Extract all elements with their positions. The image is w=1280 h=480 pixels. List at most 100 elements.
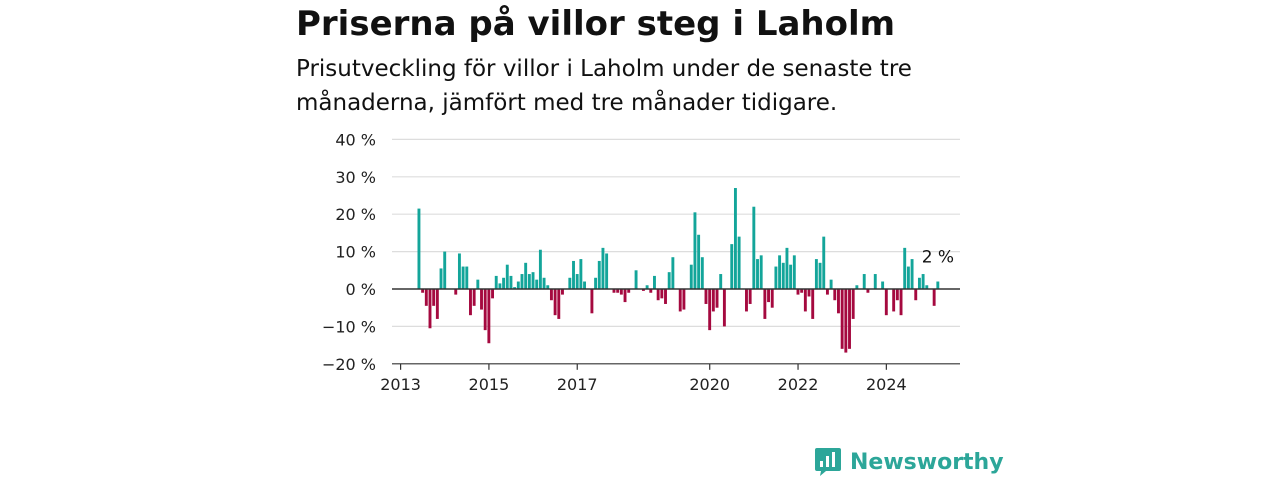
bar [432,289,436,306]
bar [494,275,498,289]
bar [535,279,539,289]
bar [689,264,693,289]
bar [737,236,741,289]
bar [745,289,748,312]
bar [748,289,752,304]
x-tick-label: 2013 [380,375,421,394]
bar [866,289,870,293]
x-tick-label: 2017 [557,375,598,394]
bar [881,281,885,289]
bar [583,281,586,289]
bar [800,289,804,293]
bar [476,279,480,289]
bar [704,289,708,304]
bar [829,279,833,289]
bar [505,264,509,289]
bar [789,264,793,289]
y-tick-label: −20 % [322,355,376,374]
x-tick-label: 2024 [866,375,907,394]
bar [862,274,866,289]
bar [472,289,476,306]
bars [417,188,940,353]
bar [682,289,686,310]
bar [778,255,782,289]
bar [722,289,726,327]
bar [851,289,855,319]
chart-title: Priserna på villor steg i Laholm [296,4,896,44]
bar [520,274,524,289]
bar [759,255,763,289]
bar [454,289,458,295]
bar [597,260,601,289]
bar [435,289,439,319]
bar [594,277,598,289]
bar [796,289,800,295]
bar [678,289,682,312]
y-tick-label: 40 % [335,130,376,149]
bar [480,289,483,310]
grid-lines [392,138,960,327]
bar [884,289,888,316]
bar [428,289,432,329]
bar [457,253,461,289]
brand-logo: Newsworthy [814,444,1004,480]
bar [733,188,737,289]
x-tick-label: 2015 [469,375,510,394]
bar [575,274,579,289]
bar [822,236,826,289]
bar [443,251,447,289]
bar [763,289,767,319]
bar [491,289,494,299]
bar [542,277,546,289]
bar [641,289,645,291]
bar [892,289,896,312]
bar [811,289,815,319]
bar [469,289,472,316]
bar [461,266,465,289]
bar [818,262,822,289]
bar [792,255,796,289]
bar [590,289,594,314]
bar [693,212,697,289]
bar [568,277,572,289]
bar [417,208,421,289]
bar [825,289,829,295]
bar [605,253,609,289]
bar [645,285,649,289]
bar [509,275,513,289]
bar [756,259,759,289]
x-tick-label: 2020 [689,375,730,394]
bar [579,259,583,289]
bar [660,289,664,299]
bar [561,289,564,295]
bar [803,289,807,312]
bar [619,289,623,295]
bar [634,270,638,289]
bar [664,289,667,304]
bar [932,289,936,306]
bar [549,289,553,301]
bar [910,259,914,289]
bar [671,257,675,289]
bar [785,247,789,289]
bar [439,268,443,289]
bar [914,289,918,301]
bar [627,289,631,293]
bar [774,266,778,289]
bar [697,234,701,289]
bar [656,289,660,301]
bar [844,289,848,353]
bar [837,289,840,314]
bar [807,289,811,297]
bar-chart: 40 %30 %20 %10 %0 %−10 %−20 % 2013 2015 20… [322,130,960,394]
x-axis: 2013 2015 2017 2020 2022 2024 [380,363,907,394]
bar [767,289,770,303]
bar [421,289,425,293]
bar [527,274,531,289]
newsworthy-logo-icon [815,448,841,476]
bar [700,257,704,289]
chart-subtitle: Prisutveckling för villor i Laholm under… [296,56,912,116]
bar [840,289,844,349]
y-tick-label: 0 % [346,280,376,299]
y-tick-label: 10 % [335,243,376,262]
